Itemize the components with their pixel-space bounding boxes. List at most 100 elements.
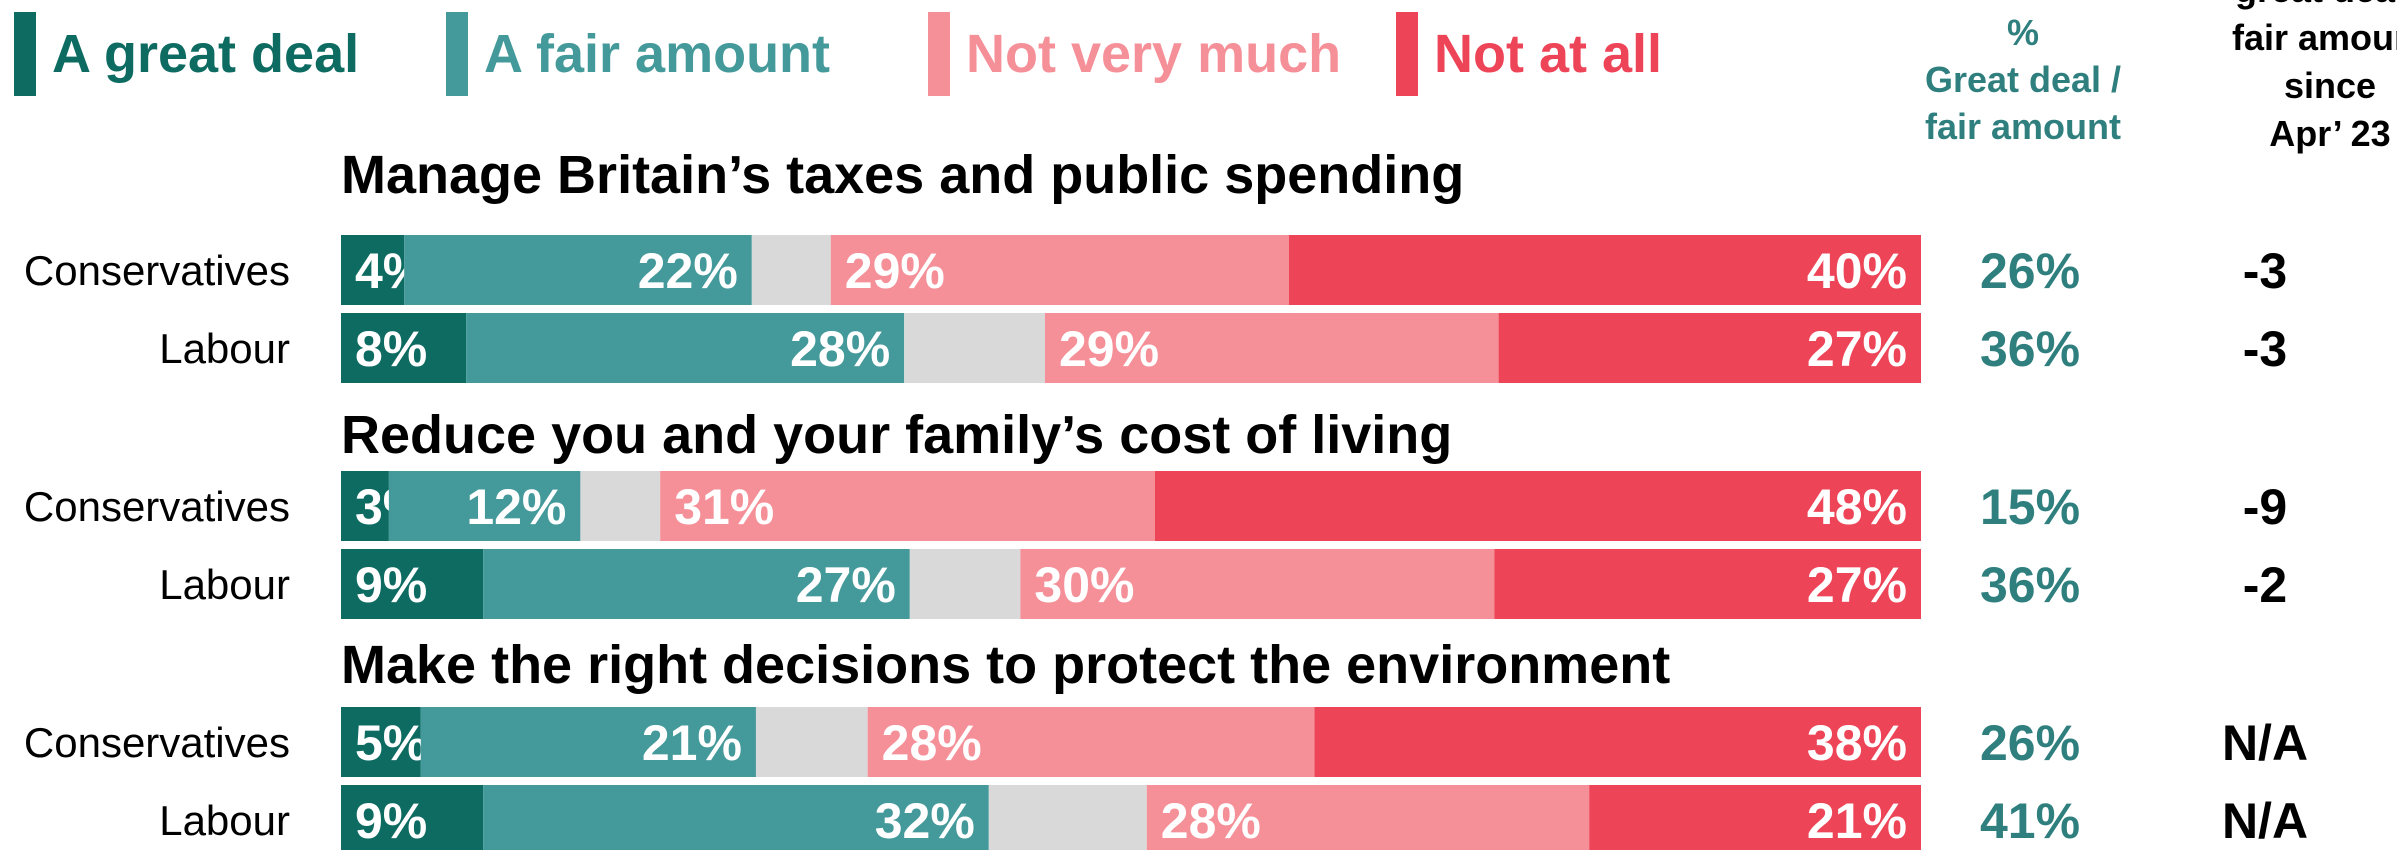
bar-row: Labour 9% 27% 30% 27% 36% -2: [159, 549, 2287, 619]
bar-segment-not-at-all: [1498, 313, 1921, 383]
bar-segment-fair-amount: [466, 313, 905, 383]
data-label-not-at-all: 27%: [1807, 321, 1907, 377]
data-label-fair-amount: 32%: [875, 793, 975, 849]
bar-segment-dont-know: [580, 471, 661, 541]
legend-label-not-at-all: Not at all: [1434, 24, 1662, 84]
party-label: Conservatives: [24, 719, 290, 766]
bar-segment-not-very-much: [660, 471, 1155, 541]
legend-label-great-deal: A great deal: [52, 24, 359, 84]
change-since-apr23: -9: [2243, 479, 2287, 535]
bar-segment-great-deal: [341, 313, 467, 383]
question-title: Reduce you and your family’s cost of liv…: [341, 405, 1452, 465]
data-label-great-deal: 8%: [355, 321, 427, 377]
party-label: Labour: [159, 561, 290, 608]
bar-segment-not-very-much: [1146, 785, 1590, 850]
data-label-not-at-all: 27%: [1807, 557, 1907, 613]
question-group: Manage Britain’s taxes and public spendi…: [24, 145, 2287, 383]
bar-row: Labour 9% 32% 28% 21% 41% N/A: [159, 785, 2308, 850]
bar-row: Conservatives3%12%31%48%15%-9: [24, 471, 2287, 541]
bar-segment-great-deal: [341, 549, 484, 619]
bar-segment-fair-amount: [483, 549, 910, 619]
bar-segment-dont-know: [904, 313, 1045, 383]
great-fair-pct: 15%: [1980, 479, 2080, 535]
pct-header-line-1: %: [2007, 12, 2039, 53]
party-label: Conservatives: [24, 483, 290, 530]
data-label-fair-amount: 22%: [638, 243, 738, 299]
bar-segment-fair-amount: [404, 235, 752, 305]
bar-segment-not-at-all: [1314, 707, 1921, 777]
bar-segment-not-very-much: [830, 235, 1289, 305]
legend-label-fair-amount: A fair amount: [484, 24, 830, 84]
bar-segment-great-deal: [341, 785, 484, 850]
legend-label-not-very-much: Not very much: [966, 24, 1341, 84]
data-label-not-very-much: 28%: [1161, 793, 1261, 849]
bar-segment-dont-know: [988, 785, 1147, 850]
change-header-line-1: great deal /: [2235, 0, 2397, 10]
great-fair-pct: 26%: [1980, 715, 2080, 771]
change-since-apr23: N/A: [2222, 715, 2308, 771]
bar-segment-dont-know: [751, 235, 831, 305]
bar-segment-not-at-all: [1589, 785, 1921, 850]
data-label-great-deal: 9%: [355, 793, 427, 849]
bar-segment-not-very-much: [1044, 313, 1499, 383]
bar-segment-fair-amount: [420, 707, 756, 777]
pct-column-header: % Great deal / fair amount: [1925, 12, 2121, 147]
bar-segment-dont-know: [909, 549, 1021, 619]
question-title: Make the right decisions to protect the …: [341, 635, 1670, 695]
data-label-not-very-much: 28%: [882, 715, 982, 771]
change-since-apr23: -3: [2243, 321, 2287, 377]
bar-segment-not-very-much: [867, 707, 1315, 777]
party-label: Conservatives: [24, 247, 290, 294]
question-group: Make the right decisions to protect the …: [24, 635, 2308, 850]
data-label-not-very-much: 31%: [674, 479, 774, 535]
bar-segment-fair-amount: [483, 785, 989, 850]
legend: A great deal A fair amount Not very much…: [14, 12, 1662, 96]
legend-swatch-fair-amount: [446, 12, 468, 96]
data-label-fair-amount: 21%: [642, 715, 742, 771]
great-fair-pct: 26%: [1980, 243, 2080, 299]
change-column-header: great deal / fair amount since Apr’ 23: [2232, 0, 2397, 154]
chart-groups: Manage Britain’s taxes and public spendi…: [24, 145, 2308, 850]
data-label-not-at-all: 48%: [1807, 479, 1907, 535]
bar-segment-not-at-all: [1289, 235, 1921, 305]
party-label: Labour: [159, 325, 290, 372]
change-since-apr23: -3: [2243, 243, 2287, 299]
data-label-not-at-all: 21%: [1807, 793, 1907, 849]
data-label-fair-amount: 12%: [466, 479, 566, 535]
data-label-fair-amount: 27%: [796, 557, 896, 613]
legend-swatch-not-very-much: [928, 12, 950, 96]
data-label-not-at-all: 38%: [1807, 715, 1907, 771]
bar-segment-not-at-all: [1494, 549, 1921, 619]
legend-swatch-not-at-all: [1396, 12, 1418, 96]
data-label-not-at-all: 40%: [1807, 243, 1907, 299]
data-label-fair-amount: 28%: [790, 321, 890, 377]
great-fair-pct: 41%: [1980, 793, 2080, 849]
legend-swatch-great-deal: [14, 12, 36, 96]
bar-row: Conservatives 5% 21% 28% 38% 26% N/A: [24, 707, 2308, 777]
data-label-great-deal: 5%: [355, 715, 427, 771]
bar-row: Conservatives 4% 22% 29% 40% 26% -3: [24, 235, 2287, 305]
question-title: Manage Britain’s taxes and public spendi…: [341, 145, 1464, 205]
bar-segment-dont-know: [755, 707, 868, 777]
great-fair-pct: 36%: [1980, 557, 2080, 613]
bar-segment-great-deal: [341, 707, 421, 777]
bar-segment-not-very-much: [1020, 549, 1495, 619]
data-label-great-deal: 9%: [355, 557, 427, 613]
pct-header-line-3: fair amount: [1925, 106, 2121, 147]
bar-segment-great-deal: [341, 471, 389, 541]
bar-segment-fair-amount: [388, 471, 581, 541]
change-header-line-4: Apr’ 23: [2269, 113, 2390, 154]
change-header-line-3: since: [2284, 65, 2376, 106]
change-since-apr23: N/A: [2222, 793, 2308, 849]
question-group: Reduce you and your family’s cost of liv…: [24, 405, 2287, 619]
data-label-not-very-much: 30%: [1034, 557, 1134, 613]
data-label-not-very-much: 29%: [845, 243, 945, 299]
data-label-not-very-much: 29%: [1059, 321, 1159, 377]
pct-header-line-2: Great deal /: [1925, 59, 2121, 100]
bar-segment-great-deal: [341, 235, 405, 305]
bar-segment-not-at-all: [1154, 471, 1921, 541]
party-label: Labour: [159, 797, 290, 844]
change-since-apr23: -2: [2243, 557, 2287, 613]
great-fair-pct: 36%: [1980, 321, 2080, 377]
